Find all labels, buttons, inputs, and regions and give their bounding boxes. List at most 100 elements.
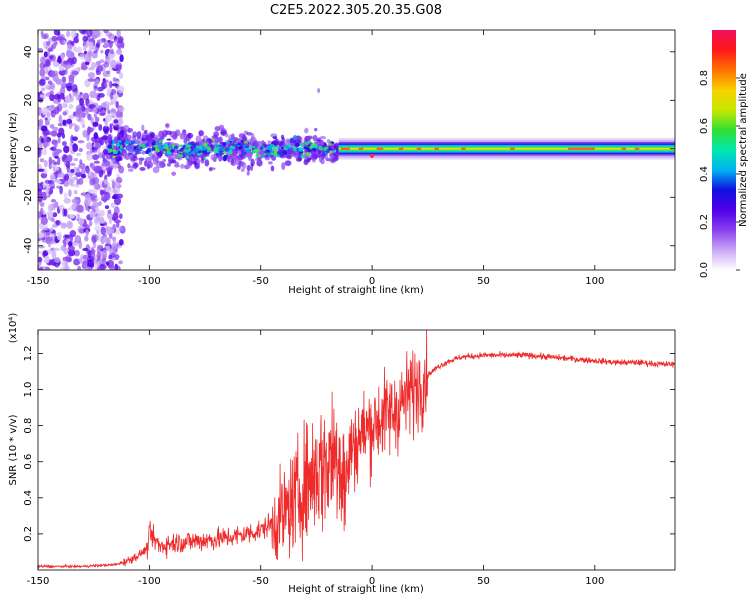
spectrogram-noise-blob: [48, 183, 56, 188]
spectrogram-x-tick-label: -150: [27, 276, 50, 287]
spectrogram-noise-blob: [49, 83, 55, 90]
snr-panel: -150 -100 -50 0 50 100 0.2 0.4 0.6 0.8 1.0 1.2 Heig…: [8, 313, 676, 595]
spectrogram-noise-blob: [96, 65, 104, 72]
spectrogram-noise-blob: [120, 41, 125, 49]
chart-title: C2E5.2022.305.20.35.G08: [270, 3, 442, 18]
spectrogram-noise-blob: [57, 157, 61, 166]
spectrogram-noise-blob: [84, 61, 90, 65]
spectrogram-noise-blob: [55, 180, 62, 184]
spectrogram-noise-blob: [109, 248, 113, 254]
spectrogram-core-blob: [205, 145, 210, 151]
spectrogram-noise-blob: [119, 54, 124, 63]
spectrogram-core-blob: [305, 152, 311, 156]
spectrogram-noise-blob: [45, 41, 51, 47]
spectrogram-core-blob: [289, 150, 294, 153]
spectrogram-core-blob: [179, 147, 184, 152]
spectrogram-noise-blob: [105, 261, 110, 266]
spectrogram-core-blob: [222, 141, 227, 146]
spectrogram-noise-blob: [39, 266, 43, 270]
spectrogram-core-blob: [318, 145, 323, 151]
spectrogram-x-tick-label: -50: [253, 276, 269, 287]
spectrogram-band-blob: [115, 124, 120, 131]
spectrogram-noise-blob: [73, 36, 80, 44]
spectrogram-noise-blob: [108, 218, 113, 225]
spectrogram-core-blob: [255, 147, 259, 150]
spectrogram-noise-blob: [116, 30, 121, 38]
spectrogram-band-blob: [204, 159, 210, 167]
spectrogram-noise-blob: [52, 212, 58, 218]
spectrogram-noise-blob: [64, 95, 71, 104]
spectrogram-noise-blob: [54, 257, 61, 264]
spectrogram-noise-blob: [38, 256, 43, 263]
spectrogram-noise-blob: [49, 227, 53, 233]
spectrogram-noise-blob: [78, 240, 83, 250]
spectrogram-band-blob: [144, 129, 148, 134]
spectrogram-core-blob: [297, 152, 303, 155]
colorbar-label: Normalized spectral amplitude: [738, 73, 749, 227]
spectrogram-band-blob: [161, 132, 165, 139]
spectrogram-noise-blob: [86, 152, 94, 161]
spectrogram-noise-blob: [61, 76, 67, 83]
carrier-peak-streak: [461, 147, 466, 150]
spectrogram-band-blob: [165, 122, 170, 129]
spectrogram-noise-blob: [47, 80, 53, 85]
spectrogram-noise-blob: [50, 130, 58, 137]
spectrogram-noise-blob: [68, 144, 73, 153]
spectrogram-band-blob: [130, 165, 137, 169]
spectrogram-noise-blob: [73, 157, 79, 162]
spectrogram-core-blob: [111, 155, 115, 159]
spectrogram-noise-blob: [81, 112, 86, 118]
spectrogram-band-blob: [218, 124, 225, 131]
spectrogram-noise-blob: [54, 166, 59, 171]
snr-x-tick-label: -100: [138, 576, 161, 587]
spectrogram-noise-blob: [85, 165, 90, 174]
spectrogram-noise-blob: [44, 58, 52, 68]
carrier-peak-streak: [434, 147, 439, 150]
spectrogram-noise-blob: [103, 73, 112, 77]
spectrogram-noise-blob: [50, 233, 55, 238]
spectrogram-noise-blob: [53, 93, 61, 100]
spectrogram-band-blob: [173, 164, 181, 168]
spectrogram-y-tick-label: -20: [23, 189, 34, 205]
snr-x-tick-label: 100: [585, 576, 604, 587]
spectrogram-band-blob: [105, 167, 110, 172]
spectrogram-noise-blob: [115, 100, 119, 109]
spectrogram-core-blob: [263, 153, 267, 156]
spectrogram-band-blob: [210, 154, 218, 161]
spectrogram-noise-blob: [38, 141, 43, 150]
spectrogram-noise-blob: [48, 211, 54, 217]
snr-ylabel: SNR (10 * v/v): [8, 414, 19, 485]
spectrogram-noise-blob: [92, 201, 97, 206]
spectrogram-noise-blob: [91, 51, 98, 59]
spectrogram-core-blob: [166, 138, 172, 141]
spectrogram-core-blob: [277, 154, 281, 158]
spectrogram-band-blob: [208, 167, 213, 172]
spectrogram-noise-blob: [53, 247, 60, 252]
spectrogram-noise-blob: [40, 172, 48, 179]
spectrogram-noise-blob: [88, 220, 93, 227]
spectrogram-noise-blob: [70, 168, 75, 173]
spectrogram-noise-blob: [98, 219, 106, 224]
spectrogram-noise-blob: [69, 214, 75, 219]
spectrogram-x-tick-label: 0: [369, 276, 375, 287]
spectrogram-band-blob: [319, 136, 327, 140]
spectrogram-core-blob: [257, 154, 261, 158]
spectrogram-noise-blob: [101, 102, 107, 107]
spectrogram-noise-blob: [70, 134, 74, 144]
spectrogram-noise-blob: [112, 93, 119, 99]
spectrogram-noise-blob: [95, 142, 100, 148]
spectrogram-noise-blob: [100, 81, 108, 90]
spectrogram-noise-blob: [55, 78, 63, 86]
spectrogram-noise-blob: [86, 259, 95, 268]
spectrogram-band-blob: [241, 162, 247, 170]
spectrogram-frame: [37, 29, 676, 271]
spectrogram-noise-blob: [72, 243, 79, 247]
spectrogram-noise-blob: [87, 113, 92, 121]
spectrogram-noise-blob: [60, 40, 64, 45]
spectrogram-core-blob: [151, 141, 156, 146]
spectrogram-noise-blob: [66, 85, 73, 92]
spectrogram-band-blob: [109, 123, 114, 127]
spectrogram-noise-blob: [76, 179, 81, 185]
spectrogram-core-blob: [129, 152, 134, 155]
spectrogram-noise-blob: [38, 198, 43, 203]
